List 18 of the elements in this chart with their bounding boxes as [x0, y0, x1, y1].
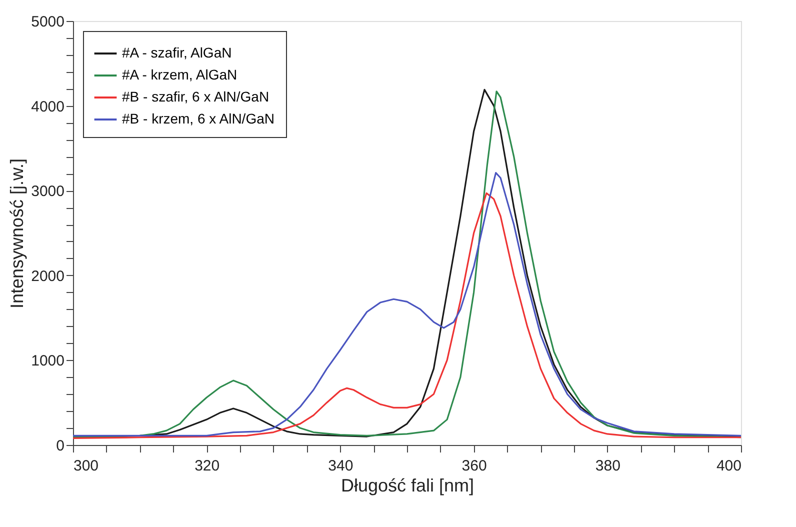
y-axis-title: Intensywność [j.w.] [7, 158, 28, 309]
y-tick-label: 4000 [31, 98, 64, 116]
y-tick-label: 0 [56, 438, 64, 454]
legend-label: #A - krzem, AlGaN [122, 66, 238, 82]
x-axis-title: Długość fali [nm] [340, 476, 474, 496]
y-tick-label: 5000 [31, 14, 64, 30]
x-tick-label: 360 [462, 458, 487, 474]
x-tick-label: 320 [194, 458, 220, 474]
legend-label: #B - szafir, 6 x AlN/GaN [122, 88, 270, 104]
y-tick-label: 3000 [31, 183, 64, 200]
x-tick-label: 300 [74, 458, 99, 474]
legend-label: #A - szafir, AlGaN [122, 44, 232, 60]
x-tick-label: 380 [595, 458, 620, 474]
x-tick-label: 340 [328, 458, 354, 474]
x-tick-label: 400 [716, 458, 742, 474]
legend-label: #B - krzem, 6 x AlN/GaN [122, 110, 274, 126]
y-tick-label: 2000 [31, 268, 64, 285]
y-tick-label: 1000 [31, 352, 64, 370]
